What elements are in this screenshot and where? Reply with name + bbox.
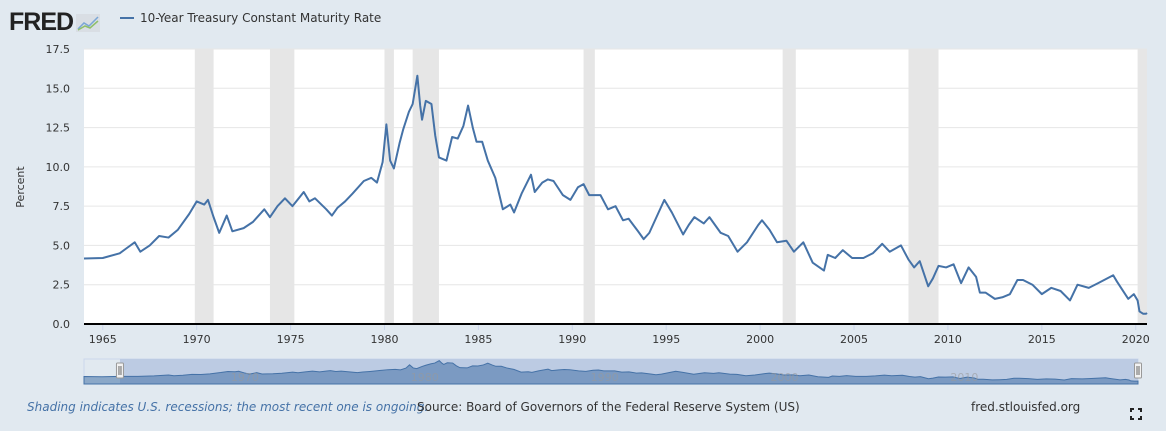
fred-logo[interactable]: FRED [9, 8, 101, 37]
recession-band [384, 49, 394, 324]
recession-band [1137, 49, 1147, 324]
navigator-tick-label: 1980 [411, 371, 439, 384]
navigator-handle-left[interactable] [115, 362, 124, 379]
x-tick-label: 1980 [370, 333, 398, 346]
legend-label: 10-Year Treasury Constant Maturity Rate [140, 11, 382, 25]
navigator-handle-right[interactable] [1134, 362, 1142, 379]
y-tick-label: 5.0 [53, 239, 71, 252]
x-tick-label: 1990 [558, 333, 586, 346]
x-tick-label: 1995 [652, 333, 680, 346]
recession-band [269, 49, 295, 324]
x-tick-label: 1985 [464, 333, 492, 346]
navigator-tick-label: 2010 [950, 371, 978, 384]
navigator-tick-label: 1970 [231, 371, 259, 384]
recession-band [908, 49, 939, 324]
navigator-tick-label: 2000 [770, 371, 798, 384]
y-tick-label: 10.0 [46, 161, 71, 174]
x-tick-label: 1970 [183, 333, 211, 346]
y-tick-label: 15.0 [46, 82, 71, 95]
recession-band [583, 49, 595, 324]
x-tick-label: 2005 [840, 333, 868, 346]
y-tick-label: 0.0 [53, 318, 71, 331]
navigator-tick-label: 1990 [591, 371, 619, 384]
series-line [83, 74, 1148, 315]
y-tick-label: 7.5 [53, 200, 71, 213]
recession-note: Shading indicates U.S. recessions; the m… [27, 400, 429, 414]
recession-band [412, 49, 439, 324]
legend-swatch [120, 17, 134, 19]
y-tick-label: 2.5 [53, 279, 71, 292]
x-tick-label: 1975 [277, 333, 305, 346]
x-tick-label: 2010 [934, 333, 962, 346]
recession-band [194, 49, 214, 324]
plot-background [84, 49, 1147, 324]
y-tick-label: 12.5 [46, 122, 71, 135]
x-tick-label: 1965 [89, 333, 117, 346]
chart-logo-icon [76, 14, 101, 32]
legend: 10-Year Treasury Constant Maturity Rate [120, 11, 381, 25]
x-tick-label: 2020 [1122, 333, 1150, 346]
y-tick-label: 17.5 [46, 43, 71, 56]
chart-area: 0.0 2.5 5.0 7.5 10.0 12.5 15.0 17.5 1965 1970 1975… [14, 43, 1150, 385]
navigator-series [83, 360, 1139, 385]
site-link[interactable]: fred.stlouisfed.org [971, 400, 1081, 414]
x-tick-label: 2000 [746, 333, 774, 346]
y-axis-label: Percent [14, 166, 27, 208]
fullscreen-icon[interactable] [1130, 408, 1142, 420]
x-tick-label: 2015 [1028, 333, 1056, 346]
source-text: Source: Board of Governors of the Federa… [417, 400, 800, 414]
recession-band [782, 49, 796, 324]
